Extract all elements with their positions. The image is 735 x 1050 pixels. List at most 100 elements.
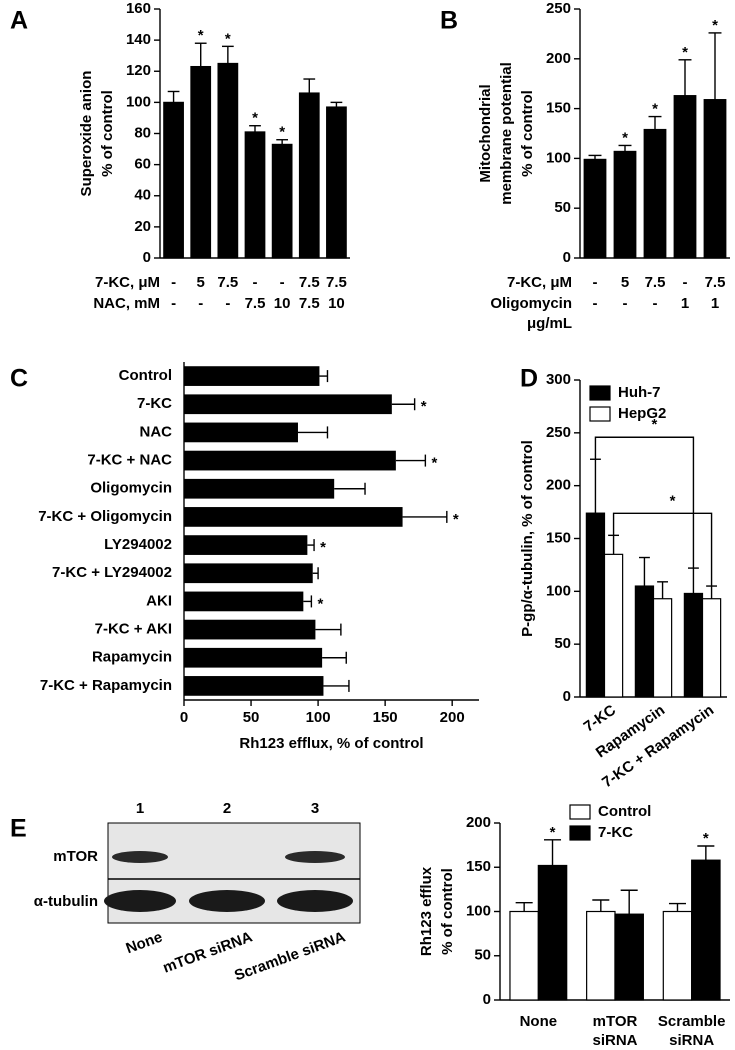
- bar: [326, 106, 347, 259]
- y-axis-label: % of control: [99, 90, 116, 177]
- significance: *: [320, 539, 326, 556]
- bar: [509, 910, 539, 1001]
- significance: *: [421, 398, 427, 415]
- legend-label: HepG2: [618, 405, 666, 422]
- table-cell: 7.5: [245, 295, 266, 312]
- y-tick-label: 100: [126, 93, 151, 110]
- blot-row-label: mTOR: [53, 848, 98, 865]
- blot-band: [277, 890, 353, 912]
- table-cell: 7.5: [645, 274, 666, 291]
- bar: [244, 131, 266, 259]
- table-row-label: μg/mL: [527, 315, 572, 332]
- y-tick-label: LY294002: [104, 536, 172, 553]
- bar: [537, 864, 568, 1001]
- table-cell: -: [280, 274, 285, 291]
- y-tick-label: 40: [134, 187, 151, 204]
- bar: [184, 591, 304, 612]
- y-tick-label: Rapamycin: [92, 649, 172, 666]
- table-cell: -: [198, 295, 203, 312]
- table-cell: -: [683, 274, 688, 291]
- bar: [184, 507, 403, 527]
- y-tick-label: 20: [134, 218, 151, 235]
- lane-number: 1: [136, 800, 144, 817]
- bar: [184, 450, 396, 471]
- bar: [586, 910, 616, 1001]
- significance: *: [652, 416, 658, 433]
- y-tick-label: 60: [134, 156, 151, 173]
- y-tick-label: 250: [546, 0, 571, 17]
- y-tick-label: 0: [563, 249, 571, 266]
- bar: [271, 143, 293, 259]
- blot-band: [104, 890, 176, 912]
- y-tick-label: 50: [554, 635, 571, 652]
- y-tick-label: 120: [126, 62, 151, 79]
- bar: [184, 535, 308, 555]
- bar: [703, 99, 727, 259]
- significance: *: [652, 101, 658, 118]
- bar: [683, 592, 704, 698]
- x-tick-label: Scramble: [658, 1013, 726, 1030]
- legend-swatch: [589, 406, 611, 422]
- table-cell: 7.5: [217, 274, 238, 291]
- blot-band: [285, 851, 345, 863]
- table-cell: 1: [681, 295, 689, 312]
- y-tick-label: Oligomycin: [90, 480, 172, 497]
- blot-band: [189, 890, 265, 912]
- bar: [163, 101, 184, 259]
- x-tick-label: 0: [180, 709, 188, 726]
- y-tick-label: 50: [554, 199, 571, 216]
- y-tick-label: 150: [546, 100, 571, 117]
- y-axis-label: Mitochondrial: [477, 84, 494, 182]
- bar: [614, 913, 644, 1001]
- table-cell: -: [623, 295, 628, 312]
- y-tick-label: 7-KC + NAC: [87, 452, 172, 469]
- legend-label: 7-KC: [598, 824, 633, 841]
- y-tick-label: 100: [546, 149, 571, 166]
- sample-label: None: [124, 929, 165, 958]
- legend-swatch: [569, 825, 591, 841]
- x-tick-label: 50: [243, 709, 260, 726]
- legend-label: Huh-7: [618, 384, 661, 401]
- y-axis-label: Superoxide anion: [78, 71, 95, 197]
- x-tick-label: siRNA: [669, 1032, 714, 1049]
- table-cell: 5: [197, 274, 205, 291]
- y-tick-label: 7-KC + AKI: [95, 621, 172, 638]
- significance: *: [279, 124, 285, 141]
- bar: [184, 563, 313, 584]
- bar: [298, 92, 320, 259]
- y-tick-label: AKI: [146, 592, 172, 609]
- table-cell: 7.5: [299, 295, 320, 312]
- y-tick-label: 50: [474, 947, 491, 964]
- bar: [184, 478, 335, 499]
- y-tick-label: 100: [546, 582, 571, 599]
- bar: [184, 366, 320, 386]
- table-cell: -: [225, 295, 230, 312]
- significance: *: [453, 511, 459, 528]
- significance-bracket: [612, 512, 713, 587]
- significance: *: [225, 30, 231, 47]
- panel-label: E: [10, 815, 27, 843]
- bar: [652, 598, 673, 698]
- y-tick-label: 300: [546, 371, 571, 388]
- bar: [585, 512, 606, 698]
- bar: [701, 598, 722, 698]
- significance: *: [703, 830, 709, 847]
- y-tick-label: 200: [466, 814, 491, 831]
- table-cell: 10: [328, 295, 345, 312]
- bar: [613, 150, 637, 259]
- bar: [184, 647, 323, 668]
- y-tick-label: 0: [483, 991, 491, 1008]
- x-tick-label: 150: [373, 709, 398, 726]
- x-tick-label: mTOR: [593, 1013, 638, 1030]
- bar: [634, 585, 655, 698]
- panel-label: A: [10, 7, 28, 35]
- bar: [184, 619, 316, 640]
- y-tick-label: 7-KC + LY294002: [52, 564, 172, 581]
- table-cell: 7.5: [299, 274, 320, 291]
- bar: [217, 62, 239, 259]
- panel-label: C: [10, 365, 28, 393]
- table-cell: 5: [621, 274, 629, 291]
- panel-label: B: [440, 7, 458, 35]
- y-axis-label: Rh123 efflux: [418, 866, 435, 956]
- significance-bracket: [594, 436, 695, 569]
